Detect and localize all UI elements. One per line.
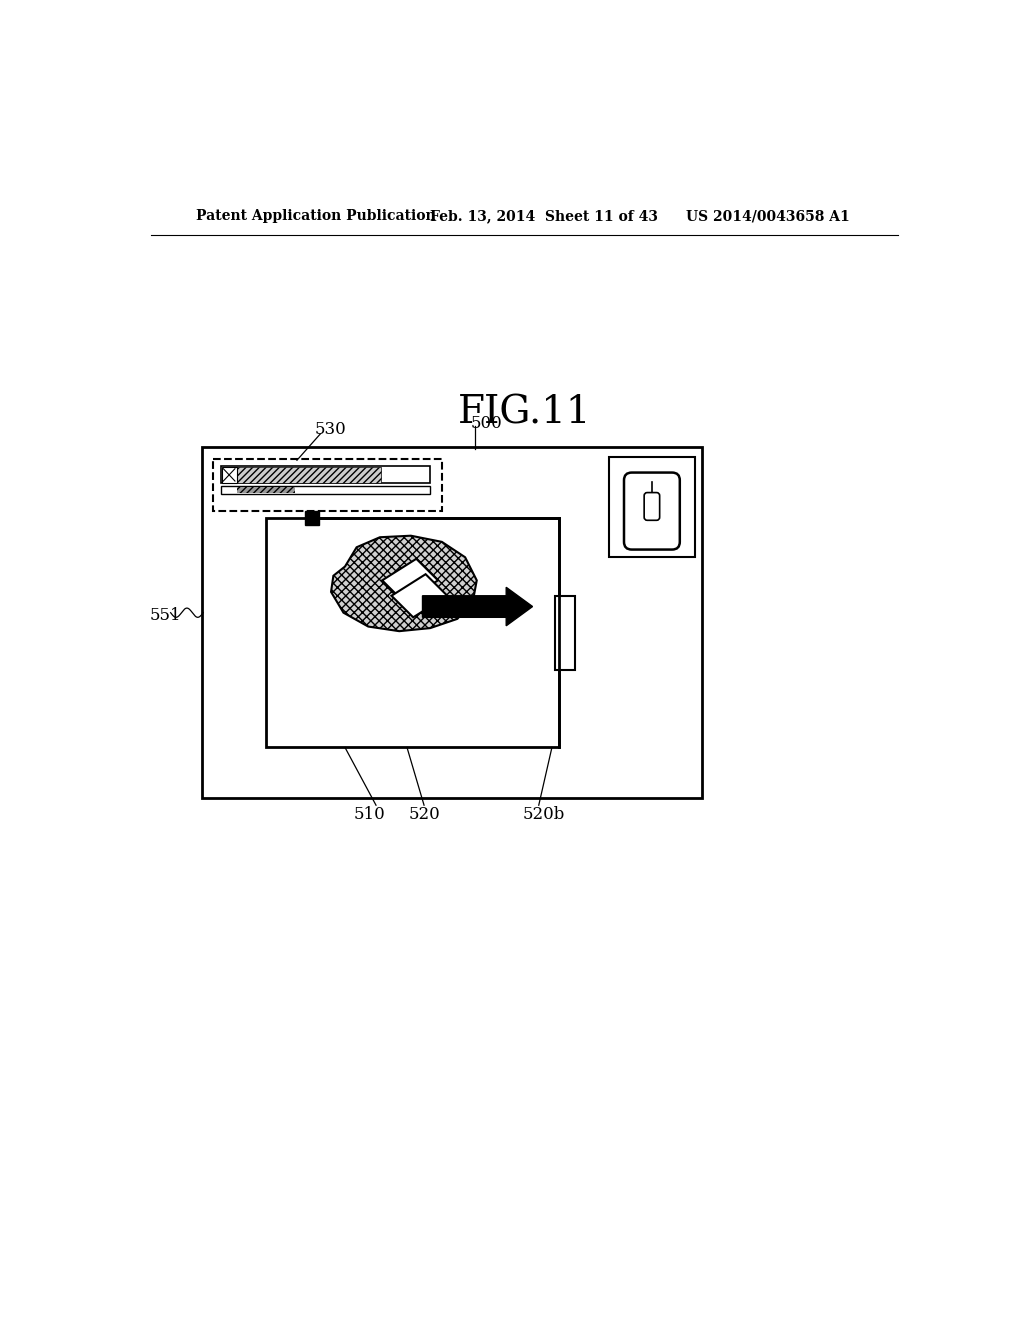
Bar xyxy=(555,595,575,669)
Text: 520: 520 xyxy=(409,807,440,822)
Text: 520b: 520b xyxy=(522,807,564,822)
Bar xyxy=(213,459,442,511)
Text: Patent Application Publication: Patent Application Publication xyxy=(197,209,436,223)
Polygon shape xyxy=(331,536,477,631)
Bar xyxy=(608,457,695,557)
Polygon shape xyxy=(382,558,438,602)
Polygon shape xyxy=(391,574,447,618)
FancyBboxPatch shape xyxy=(624,473,680,549)
Text: FIG.11: FIG.11 xyxy=(458,393,592,432)
Text: 510: 510 xyxy=(354,807,386,822)
FancyBboxPatch shape xyxy=(644,492,659,520)
Text: Feb. 13, 2014  Sheet 11 of 43: Feb. 13, 2014 Sheet 11 of 43 xyxy=(430,209,658,223)
Bar xyxy=(222,467,237,483)
Bar xyxy=(202,447,701,797)
Text: US 2014/0043658 A1: US 2014/0043658 A1 xyxy=(686,209,850,223)
Bar xyxy=(238,467,381,483)
Text: 500: 500 xyxy=(470,414,502,432)
Bar xyxy=(266,517,559,747)
Polygon shape xyxy=(423,587,532,626)
Bar xyxy=(238,487,295,494)
Text: 530: 530 xyxy=(314,421,346,438)
Bar xyxy=(221,487,430,494)
Text: 551: 551 xyxy=(150,606,181,623)
Bar xyxy=(221,466,430,483)
